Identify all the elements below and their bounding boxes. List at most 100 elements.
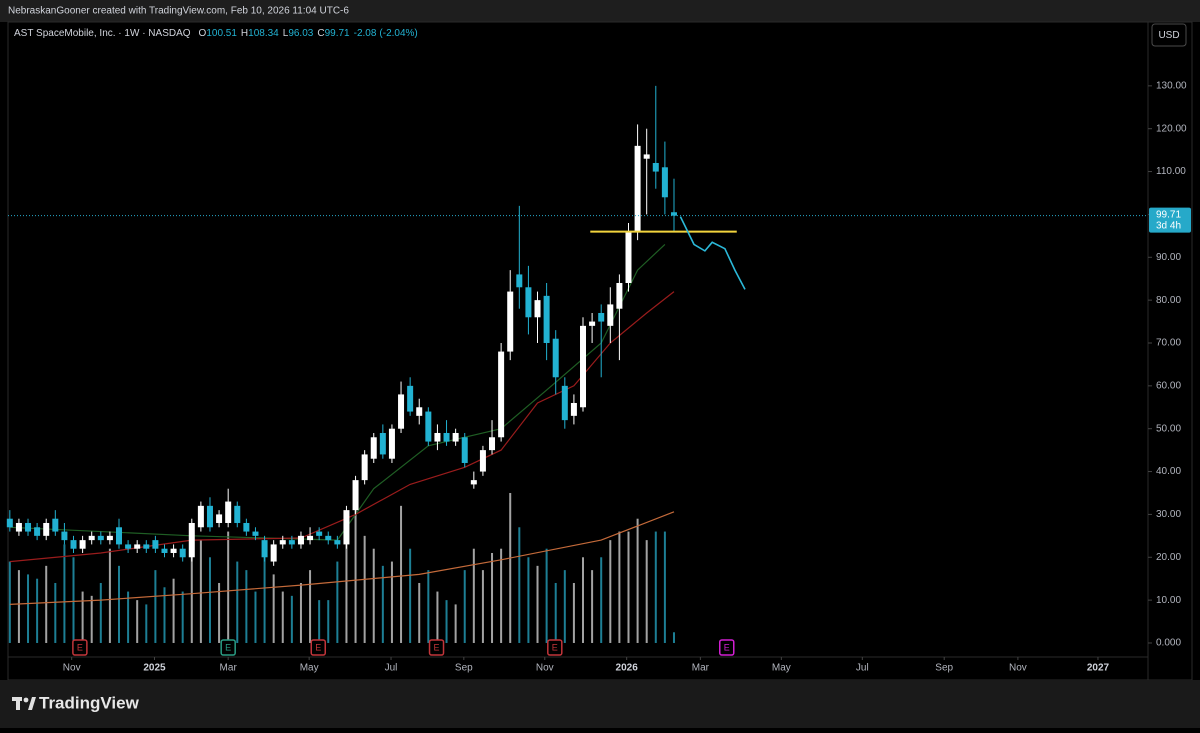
candle-body [106, 535, 113, 541]
volume-bar [454, 604, 457, 643]
projection-line [679, 216, 746, 290]
volume-bar [227, 531, 230, 643]
volume-bar [281, 591, 284, 643]
symbol-header: AST SpaceMobile, Inc. · 1W · NASDAQ O100.… [14, 28, 418, 39]
earnings-marker [547, 639, 563, 656]
volume-bar [663, 531, 666, 643]
earnings-marker [310, 639, 326, 656]
candle-body [161, 548, 168, 553]
volume-bar [418, 582, 421, 643]
volume-bar [63, 544, 66, 643]
currency-button[interactable] [1151, 23, 1187, 47]
volume-bar [645, 540, 648, 643]
y-tick-label: 10.00 [1156, 595, 1181, 606]
volume-bar [290, 595, 293, 643]
earnings-label: E [77, 642, 83, 652]
y-tick-label: 50.00 [1156, 423, 1181, 434]
volume-bar [536, 565, 539, 643]
volume-bar [491, 552, 494, 643]
volume-bar [263, 548, 266, 643]
earnings-label: E [434, 642, 440, 652]
volume-bar [208, 557, 211, 643]
candle-body [634, 145, 641, 232]
candle-body [134, 544, 141, 549]
candle-body [352, 480, 359, 511]
volume-bar [190, 522, 193, 643]
y-tick-label: 30.00 [1156, 509, 1181, 520]
volume-bar [363, 535, 366, 643]
candle-body [225, 501, 232, 523]
candle-body [570, 402, 577, 416]
volume-bar [81, 591, 84, 643]
volume-bar [318, 600, 321, 643]
candle-body [79, 540, 86, 549]
ohlc-value: 108.34 [248, 28, 279, 39]
volume-bar [145, 604, 148, 643]
earnings-marker [719, 639, 735, 656]
earnings-label: E [315, 642, 321, 652]
ohlc-label: O [199, 28, 207, 39]
y-tick-label: 120.00 [1156, 123, 1187, 134]
volume-bar [509, 492, 512, 643]
volume-bar [54, 582, 57, 643]
candle-body [288, 540, 295, 545]
candle-body [507, 291, 514, 352]
candle-body [15, 522, 22, 532]
ohlc-label: C [317, 28, 324, 39]
y-tick-label: 130.00 [1156, 80, 1187, 91]
volume-bar [99, 582, 102, 643]
chart-frame [7, 21, 1193, 681]
candle-body [543, 295, 550, 343]
candle-body [434, 432, 441, 442]
candle-body [316, 531, 323, 536]
earnings-marker [72, 639, 88, 656]
candle-body [498, 351, 505, 438]
candle-body [525, 287, 532, 318]
volume-bar [154, 570, 157, 643]
candle-body [261, 540, 268, 558]
volume-bar [409, 548, 412, 643]
candle-body [170, 548, 177, 553]
volume-bar [236, 561, 239, 643]
candle-body [652, 162, 659, 172]
volume-bar [591, 570, 594, 643]
earnings-label: E [724, 642, 730, 652]
y-tick-label: 70.00 [1156, 338, 1181, 349]
volume-bar [372, 548, 375, 643]
volume-bar [609, 540, 612, 643]
candle-body [152, 540, 159, 549]
candle-body [561, 385, 568, 421]
volume-bar [472, 548, 475, 643]
last-price-label: 99.71 [1156, 209, 1181, 220]
volume-bar [563, 570, 566, 643]
volume-bar [8, 561, 11, 643]
x-tick-label: 2026 [616, 663, 639, 674]
ohlc-value: 100.51 [206, 28, 237, 39]
volume-bar [27, 574, 30, 643]
earnings-marker [428, 639, 445, 656]
x-tick-label: 2027 [1087, 663, 1110, 674]
candle-body [143, 544, 150, 549]
top-bar [0, 0, 1200, 22]
candle-body [188, 522, 195, 558]
currency[interactable]: USD [1158, 30, 1179, 41]
candle-body [270, 544, 277, 562]
earnings-label: E [225, 642, 231, 652]
volume-bar [17, 570, 20, 643]
candle-body [279, 540, 286, 545]
candle-body [461, 437, 468, 463]
candle-body [407, 385, 414, 412]
volume-bar [554, 582, 557, 643]
volume-bar [309, 570, 312, 643]
candle-body [252, 531, 259, 536]
candle-body [216, 514, 223, 523]
candle-body [6, 518, 13, 528]
volume-bar [636, 518, 639, 643]
x-tick-label: Jul [856, 663, 869, 674]
volume-bar [627, 531, 630, 643]
volume-bar [299, 582, 302, 643]
candle-body [425, 411, 432, 442]
x-tick-label: Sep [455, 663, 473, 674]
brand-logo [12, 697, 36, 710]
